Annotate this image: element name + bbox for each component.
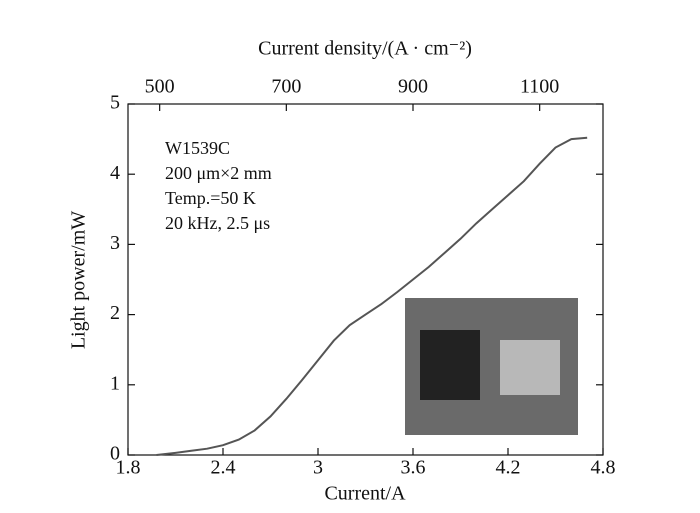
y-tick-label: 3 [110, 232, 120, 254]
x-tick-label: 3.6 [401, 457, 426, 479]
annotation: Temp.=50 K [165, 188, 256, 208]
x2-tick-label: 900 [398, 76, 428, 98]
annotation: 20 kHz, 2.5 μs [165, 213, 270, 233]
x-tick-label: 4.2 [496, 457, 521, 479]
x-axis-label: Current/A [324, 483, 406, 505]
x2-tick-label: 1100 [520, 76, 559, 98]
annotation: W1539C [165, 138, 230, 158]
photo-inset-device [420, 330, 480, 400]
y-tick-label: 0 [110, 443, 120, 465]
x-tick-label: 4.8 [591, 457, 616, 479]
y-tick-label: 2 [110, 302, 120, 324]
y-tick-label: 1 [110, 372, 120, 394]
x2-tick-label: 700 [271, 76, 301, 98]
y-tick-label: 4 [110, 162, 120, 184]
x-tick-label: 1.8 [116, 457, 141, 479]
x-tick-label: 2.4 [211, 457, 236, 479]
plot-frame [127, 103, 604, 456]
annotation: 200 μm×2 mm [165, 163, 272, 183]
x2-tick-label: 500 [145, 76, 175, 98]
x2-axis-label: Current density/(A · cm⁻²) [258, 38, 472, 60]
data-line [156, 136, 588, 456]
photo-inset-device [500, 340, 560, 395]
y-tick-label: 5 [110, 92, 120, 114]
y-axis-label: Light power/mW [68, 211, 90, 349]
x-tick-label: 3 [313, 457, 323, 479]
